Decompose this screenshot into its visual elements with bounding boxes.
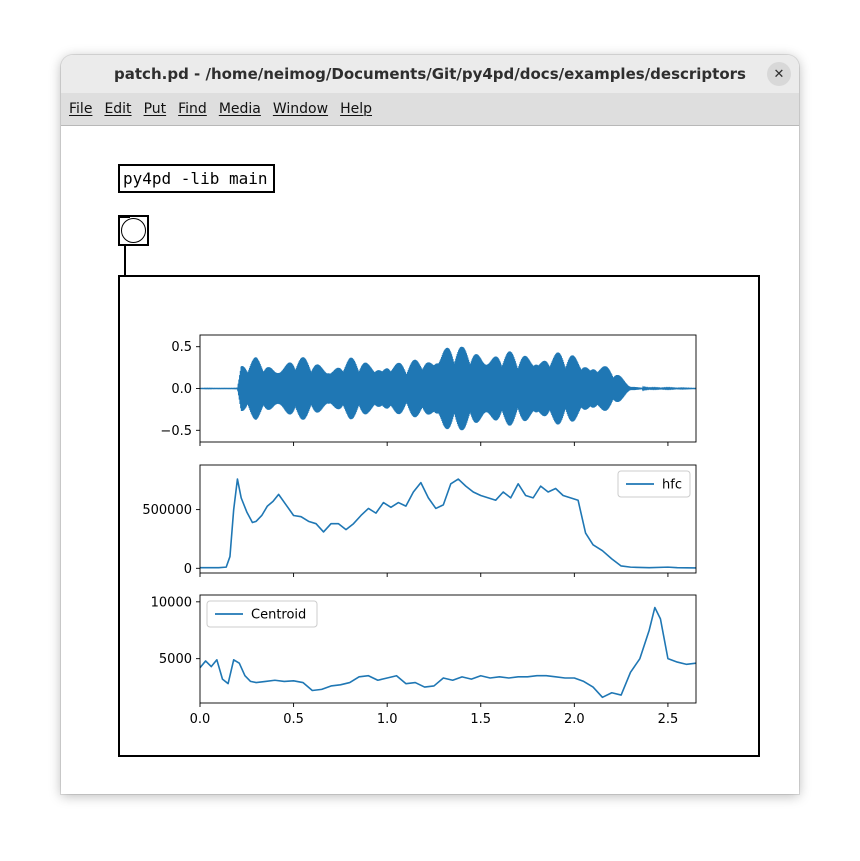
axes-frame-1 (199, 464, 697, 574)
y-tick-label: 0 (184, 562, 192, 577)
descriptor-plots: 0.5 0.0 −0.5 500000 0 hfc 10000 5000 0.0 0.5 1.0 1.… (142, 334, 697, 727)
y-tick-label: −0.5 (160, 424, 192, 439)
menu-find[interactable]: Find (178, 101, 207, 117)
object-text: py4pd -lib main (123, 169, 268, 188)
x-tick-label: 1.5 (470, 712, 491, 727)
menu-window[interactable]: Window (272, 101, 329, 117)
series-line-hfc (200, 478, 696, 569)
x-tick-label: 0.5 (283, 712, 304, 727)
y-tick-label: 500000 (142, 503, 192, 518)
x-tick-label: 2.5 (658, 712, 679, 727)
pd-patch-window: patch.pd - /home/neimog/Documents/Git/py… (61, 55, 799, 794)
menu-bar: File Edit Put Find Media Window Help (61, 93, 799, 126)
bang-inlet (118, 215, 130, 218)
menu-help[interactable]: Help (340, 101, 372, 117)
bang-circle-icon (121, 218, 146, 243)
legend-box (206, 600, 318, 628)
legend-label: Centroid (251, 608, 306, 623)
menu-file[interactable]: File (69, 101, 93, 117)
menu-media[interactable]: Media (218, 101, 261, 117)
y-tick-label: 0.5 (171, 340, 192, 355)
py4pd-object-box[interactable]: py4pd -lib main (118, 164, 275, 193)
bang-button[interactable] (118, 215, 149, 246)
patch-canvas[interactable]: py4pd -lib main 0.5 0.0 −0.5 500000 0 hfc 1000… (61, 126, 799, 794)
y-tick-label: 5000 (159, 652, 192, 667)
py4pd-graph-box[interactable]: 0.5 0.0 −0.5 500000 0 hfc 10000 5000 0.0 0.5 1.0 1.… (118, 275, 760, 757)
window-title: patch.pd - /home/neimog/Documents/Git/py… (114, 65, 746, 83)
y-tick-label: 0.0 (171, 382, 192, 397)
axes-frame-2 (199, 594, 697, 704)
close-button[interactable]: ✕ (767, 62, 791, 86)
menu-edit[interactable]: Edit (104, 101, 132, 117)
series-line-centroid (200, 606, 696, 699)
title-bar[interactable]: patch.pd - /home/neimog/Documents/Git/py… (61, 55, 799, 93)
y-tick-label: 10000 (151, 595, 192, 610)
waveform-line (200, 346, 696, 431)
close-icon: ✕ (773, 66, 785, 82)
x-tick-label: 1.0 (377, 712, 398, 727)
x-tick-label: 0.0 (190, 712, 211, 727)
patch-cord (124, 246, 126, 276)
menu-put[interactable]: Put (143, 101, 167, 117)
x-tick-label: 2.0 (564, 712, 585, 727)
legend-label: hfc (662, 478, 682, 493)
